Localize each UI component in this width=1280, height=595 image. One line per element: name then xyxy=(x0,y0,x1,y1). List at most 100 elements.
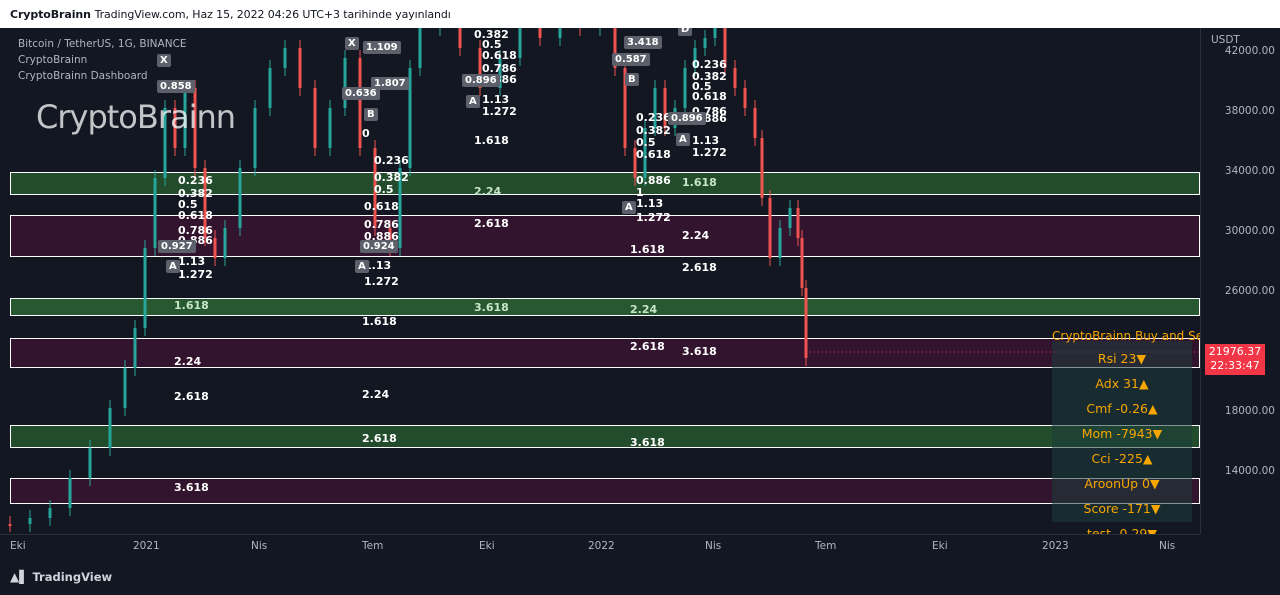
publish-header: CryptoBrainn TradingView.com, Haz 15, 20… xyxy=(0,0,1280,28)
chart-pane[interactable]: Bitcoin / TetherUS, 1G, BINANCE CryptoBr… xyxy=(0,28,1200,534)
price-tick: 14000.00 xyxy=(1224,465,1275,477)
fib-label: 2.24 xyxy=(362,388,390,401)
fib-label: 0.236 xyxy=(374,154,409,167)
time-tick: Nis xyxy=(1159,540,1176,552)
fib-label: 2.24 xyxy=(682,229,710,242)
pattern-point-label: 1.807 xyxy=(371,77,409,90)
candle-body xyxy=(28,518,32,524)
candle-body xyxy=(373,148,377,228)
publish-info: CryptoBrainn TradingView.com, Haz 15, 20… xyxy=(10,8,451,21)
pattern-point-label: 0.896 xyxy=(668,112,706,125)
candle-body xyxy=(804,288,808,358)
indicator-label-1[interactable]: CryptoBrainn xyxy=(18,54,88,66)
pattern-point-label: 3.418 xyxy=(624,36,662,49)
pattern-point-label: 0.927 xyxy=(158,240,196,253)
candle-body xyxy=(133,328,137,368)
candle-body xyxy=(328,108,332,148)
brand-name: TradingView xyxy=(32,570,113,584)
buy-sell-dashboard: CryptoBrainn Buy and Sell Detector Bu Rs… xyxy=(1052,329,1200,534)
fib-label: 2.618 xyxy=(682,261,717,274)
fib-label: 0.382 xyxy=(374,171,409,184)
candle-body xyxy=(713,28,717,38)
candle-body xyxy=(458,28,462,48)
candle-body xyxy=(153,178,157,248)
time-tick: Tem xyxy=(362,540,384,552)
fib-label: 2.618 xyxy=(474,217,509,230)
candle-body xyxy=(693,48,697,68)
pattern-point-label: 1.109 xyxy=(363,41,401,54)
candle-body xyxy=(108,408,112,448)
time-tick: Eki xyxy=(479,540,495,552)
fib-label: 0.786 xyxy=(178,224,213,237)
candle-body xyxy=(683,68,687,108)
candle-body xyxy=(558,28,562,38)
bar-countdown: 22:33:47 xyxy=(1210,359,1260,372)
fib-label: 1.13 xyxy=(636,197,664,210)
candle-body xyxy=(800,238,804,288)
candle-body xyxy=(760,138,764,198)
fib-label: 0.5 xyxy=(178,198,198,211)
candle-body xyxy=(398,168,402,248)
fib-label: 1.272 xyxy=(692,146,727,159)
candle-body xyxy=(643,128,647,178)
candle-body xyxy=(518,28,522,58)
time-tick: 2023 xyxy=(1042,540,1069,552)
footer: ▲▌ TradingView xyxy=(0,558,1280,595)
price-tick: 26000.00 xyxy=(1224,285,1275,297)
pattern-label-a: A xyxy=(166,260,180,273)
candle-body xyxy=(88,448,92,478)
candle-body xyxy=(663,88,667,128)
candle-body xyxy=(48,508,52,518)
pattern-label-x: X xyxy=(345,37,359,50)
candle-body xyxy=(498,58,502,88)
pattern-label-d: D xyxy=(678,28,693,36)
symbol-label[interactable]: Bitcoin / TetherUS, 1G, BINANCE xyxy=(18,38,187,50)
last-price-badge: 21976.37 22:33:47 xyxy=(1205,344,1265,375)
candle-body xyxy=(143,248,147,328)
time-tick: Tem xyxy=(815,540,837,552)
fib-label: 2.618 xyxy=(630,340,665,353)
fib-label: 0.382 xyxy=(474,28,509,41)
time-axis[interactable]: Eki 2021 Nis Tem Eki 2022 Nis Tem Eki 20… xyxy=(0,534,1200,559)
candle-body xyxy=(788,208,792,228)
last-price: 21976.37 xyxy=(1208,345,1262,358)
candle-body xyxy=(768,198,772,258)
fib-label: 0.886 xyxy=(636,174,671,187)
fib-label: 1.618 xyxy=(174,299,209,312)
candle-body xyxy=(313,88,317,148)
candle-body xyxy=(68,478,72,508)
candle-body xyxy=(778,228,782,258)
fib-label: 2.24 xyxy=(474,185,502,198)
candle-body xyxy=(623,68,627,148)
tradingview-logo[interactable]: ▲▌ TradingView xyxy=(10,570,112,584)
dashboard-row-test: test -0.29▼ xyxy=(1087,526,1157,534)
candle-body xyxy=(193,88,197,168)
fib-label: 0.786 xyxy=(482,62,517,75)
currency-label: USDT xyxy=(1211,34,1240,46)
author-name[interactable]: CryptoBrainn xyxy=(10,8,91,21)
pattern-point-label: 0.636 xyxy=(342,87,380,100)
candle-body xyxy=(213,238,217,258)
candle-body xyxy=(796,208,800,238)
fib-label: 3.618 xyxy=(682,345,717,358)
candle-body xyxy=(343,58,347,108)
candle-body xyxy=(283,48,287,68)
pattern-label-a: A xyxy=(466,95,480,108)
indicator-label-2[interactable]: CryptoBrainn Dashboard xyxy=(18,70,148,82)
fib-label: 0.5 xyxy=(374,183,394,196)
chart-legend: Bitcoin / TetherUS, 1G, BINANCE CryptoBr… xyxy=(18,36,187,84)
time-tick: 2021 xyxy=(133,540,160,552)
dashboard-row-cmf: Cmf -0.26▲ xyxy=(1086,401,1158,416)
price-axis[interactable]: USDT 42000.00 38000.00 34000.00 30000.00… xyxy=(1200,28,1280,534)
fib-label: 0.618 xyxy=(692,90,727,103)
candle-body xyxy=(743,88,747,108)
candle-body xyxy=(653,88,657,128)
candle-body xyxy=(408,68,412,168)
candle-body xyxy=(123,368,127,408)
dashboard-row-score: Score -171▼ xyxy=(1083,501,1161,516)
dashboard-title: CryptoBrainn Buy and Sell Detector Bu xyxy=(1052,329,1200,343)
candle-body xyxy=(478,48,482,88)
candle-body xyxy=(223,228,227,258)
fib-label: 1 xyxy=(636,186,644,199)
candle-body xyxy=(183,88,187,148)
